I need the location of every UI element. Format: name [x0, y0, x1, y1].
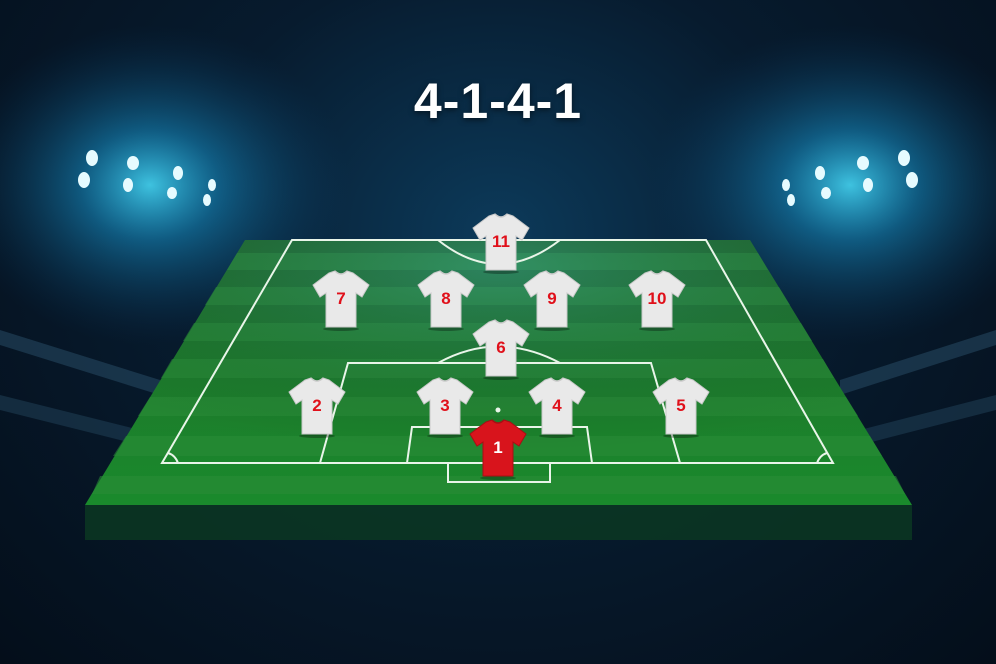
jersey-number: 5 [676, 396, 686, 415]
jersey-icon [528, 377, 586, 438]
jersey-icon [523, 270, 581, 331]
player-11: 11 [469, 210, 533, 274]
player-2: 2 [285, 374, 349, 438]
jersey-number: 3 [440, 396, 450, 415]
jersey-icon [472, 213, 530, 274]
pitch-base [85, 505, 912, 540]
right-floodlight-lamps [782, 150, 918, 206]
jersey-number: 8 [441, 289, 451, 308]
corner-arc-left [167, 452, 179, 464]
formation-title: 4-1-4-1 [413, 73, 583, 129]
jersey-icon [469, 419, 527, 480]
player-1: 1 [466, 416, 530, 480]
jersey-number: 10 [647, 289, 667, 308]
jersey-icon [288, 377, 346, 438]
jersey-number: 9 [547, 289, 557, 308]
player-4: 4 [525, 374, 589, 438]
goal-area [405, 426, 594, 464]
player-3: 3 [413, 374, 477, 438]
player-7: 7 [309, 267, 373, 331]
jersey-icon [417, 270, 475, 331]
right-stand-stripe [860, 395, 996, 445]
goal [447, 462, 551, 483]
player-6: 6 [469, 316, 533, 380]
jersey-number: 1 [493, 438, 503, 457]
player-5: 5 [649, 374, 713, 438]
jersey-icon [652, 377, 710, 438]
jersey-number: 7 [336, 289, 346, 308]
left-stand-stripe [0, 330, 160, 395]
penalty-spot [495, 407, 501, 413]
left-stand-stripe [0, 395, 140, 445]
jersey-icon [312, 270, 370, 331]
jersey-icon [628, 270, 686, 331]
corner-arc-right [816, 452, 828, 464]
jersey-icon [472, 319, 530, 380]
jersey-number: 2 [312, 396, 322, 415]
player-8: 8 [414, 267, 478, 331]
right-stand-stripe [840, 330, 996, 395]
player-9: 9 [520, 267, 584, 331]
touchline [160, 239, 835, 464]
jersey-number: 4 [552, 396, 562, 415]
jersey-number: 6 [496, 338, 506, 357]
jersey-number: 11 [492, 232, 510, 251]
jersey-icon [416, 377, 474, 438]
player-10: 10 [625, 267, 689, 331]
left-floodlight-lamps [78, 150, 216, 206]
